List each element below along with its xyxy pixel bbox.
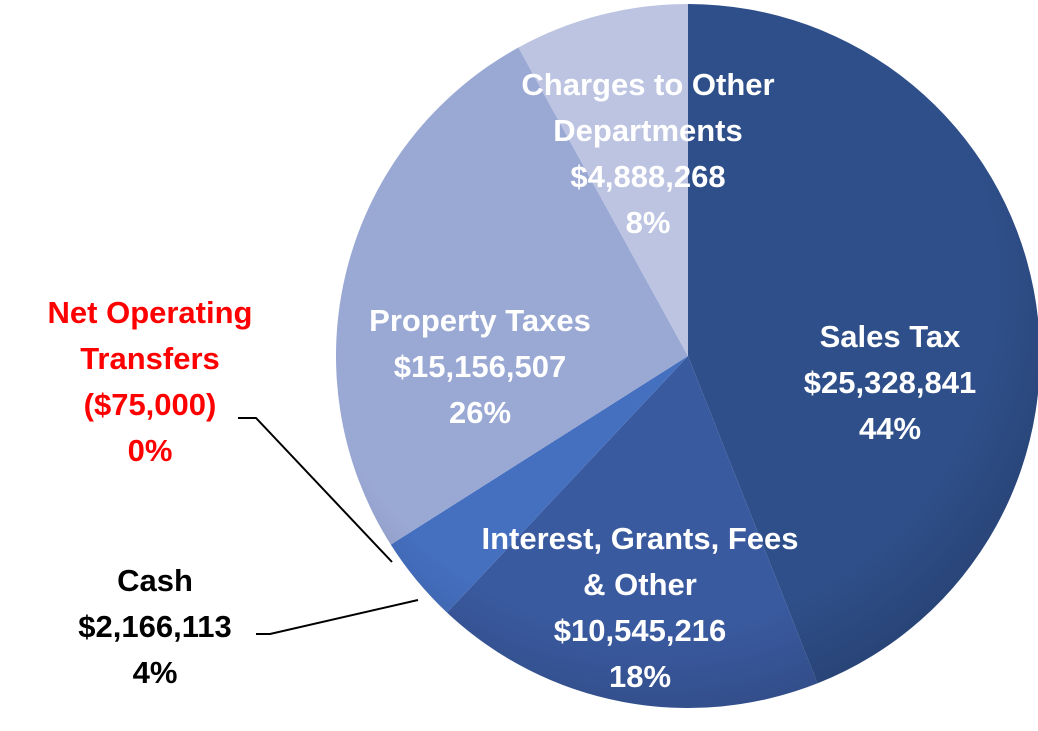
slice-amount: ($75,000) (83, 387, 217, 422)
pie-shading (336, 4, 1038, 708)
slice-label: Property Taxes $15,156,507 26% (325, 298, 635, 436)
slice-name: Property Taxes (369, 303, 591, 338)
slice-amount: $2,166,113 (78, 609, 232, 644)
slice-percent: 8% (625, 205, 671, 240)
slice-name: Cash (117, 563, 193, 598)
slice-name: Net Operating Transfers (47, 295, 253, 376)
leader-line (256, 599, 419, 635)
slice-label: Sales Tax $25,328,841 44% (750, 314, 1030, 452)
slice-label: Net Operating Transfers ($75,000) 0% (5, 290, 295, 474)
slice-name: Sales Tax (819, 319, 961, 354)
slice-amount: $4,888,268 (570, 159, 726, 194)
slice-amount: $10,545,216 (553, 613, 727, 648)
slice-percent: 26% (448, 395, 512, 430)
slice-label: Cash $2,166,113 4% (45, 558, 265, 696)
slice-percent: 0% (127, 433, 173, 468)
slice-percent: 4% (132, 655, 178, 690)
slice-label: Charges to Other Departments $4,888,268 8% (473, 62, 823, 246)
slice-percent: 44% (858, 411, 922, 446)
slice-name: Interest, Grants, Fees & Other (481, 521, 799, 602)
slice-amount: $25,328,841 (803, 365, 977, 400)
slice-label: Interest, Grants, Fees & Other $10,545,21… (475, 516, 805, 700)
leader-line (238, 417, 393, 563)
slice-percent: 18% (608, 659, 672, 694)
slice-name: Charges to Other Departments (521, 67, 775, 148)
slice-amount: $15,156,507 (393, 349, 567, 384)
